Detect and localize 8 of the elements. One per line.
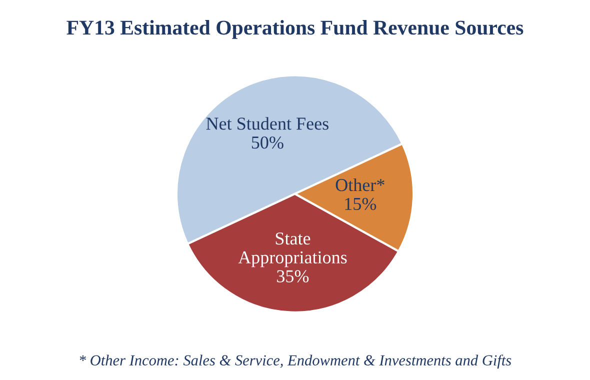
data-label: 50% <box>252 136 284 149</box>
text: * Other Income: Sales & Service, Endowment & Investments and Gifts <box>80 354 512 369</box>
chart-title: FY13 Estimated Operations Fund Revenue Sources <box>66 20 524 39</box>
slice-label: Other* <box>336 178 384 192</box>
slice-label: State Appropriations <box>238 232 347 268</box>
data-label: 15% <box>345 198 376 210</box>
slice-label: Net Student Fees <box>206 117 328 130</box>
data-label: 35% <box>277 270 309 282</box>
